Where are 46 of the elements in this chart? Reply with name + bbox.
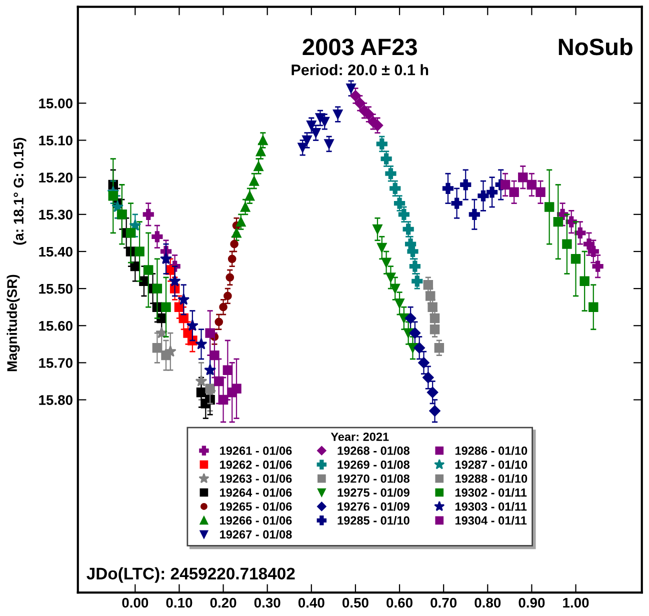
y-tick-label: 15.70 [39, 358, 72, 368]
y-tick-label: 15.60 [39, 320, 72, 331]
legend-label: 19275 - 01/09 [338, 488, 410, 497]
x-tick-label: 0.50 [342, 598, 368, 608]
legend-label: 19302 - 01/11 [455, 488, 527, 497]
x-tick-label: 0.10 [166, 598, 192, 608]
x-tick-label: 0.30 [254, 598, 280, 608]
legend-label: 19269 - 01/08 [338, 460, 410, 469]
legend-label: 19267 - 01/08 [220, 530, 292, 539]
y-tick-label: 15.80 [39, 395, 72, 405]
legend-label: 19264 - 01/06 [220, 488, 292, 497]
y-tick-label: 15.10 [39, 136, 72, 146]
legend-label: 19285 - 01/10 [338, 516, 410, 525]
legend-label: 19263 - 01/06 [220, 474, 292, 483]
x-tick-label: 1.00 [563, 598, 589, 608]
x-tick-label: 0.20 [210, 598, 236, 608]
x-tick-label: 0.40 [298, 598, 324, 608]
legend-label: 19268 - 01/08 [338, 446, 410, 456]
y-tick-label: 15.20 [39, 172, 72, 182]
legend-label: 19287 - 01/10 [455, 460, 528, 469]
x-tick-label: 0.60 [386, 598, 412, 608]
y-tick-label: 15.30 [39, 210, 72, 220]
y-tick-label: 15.50 [39, 284, 72, 294]
y-tick-label: 15.00 [39, 98, 72, 108]
annotation: NoSub [558, 38, 632, 56]
x-tick-label: 0.90 [518, 598, 545, 608]
legend-label: 19286 - 01/10 [455, 446, 528, 456]
legend-label: 19262 - 01/06 [220, 460, 292, 469]
y-tick-label: 15.40 [39, 246, 72, 257]
annotation: JDo(LTC): 2459220.718402 [86, 567, 295, 583]
legend-label: 19303 - 01/11 [455, 502, 527, 511]
legend-label: 19261 - 01/06 [220, 446, 292, 456]
legend-label: 19276 - 01/09 [338, 502, 410, 511]
x-tick-label: 0.00 [122, 598, 148, 608]
legend-label: 19265 - 01/06 [220, 502, 292, 511]
legend-label: 19288 - 01/10 [455, 474, 528, 483]
legend-title: Year: 2021 [330, 432, 389, 441]
legend-label: 19304 - 01/11 [455, 516, 527, 525]
text: (a: 18.1° G: 0.15) [13, 138, 26, 245]
text: 2003 AF23 [302, 38, 417, 56]
legend-label: 19270 - 01/08 [338, 474, 410, 483]
x-tick-label: 0.70 [430, 598, 457, 608]
y-axis-title: Magnitude(SR) [6, 274, 20, 372]
text: Period: 20.0 ± 0.1 h [292, 64, 428, 76]
legend-label: 19266 - 01/06 [220, 516, 292, 525]
x-tick-label: 0.80 [474, 598, 501, 608]
